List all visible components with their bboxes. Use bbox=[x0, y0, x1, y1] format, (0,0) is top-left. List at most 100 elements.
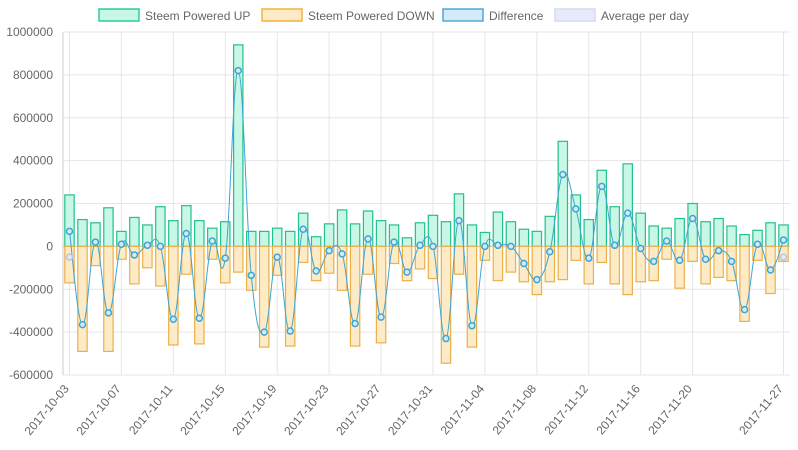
difference-point bbox=[234, 66, 243, 75]
difference-point bbox=[714, 246, 723, 255]
difference-point bbox=[675, 256, 684, 265]
difference-point bbox=[572, 205, 580, 213]
difference-point bbox=[195, 314, 204, 322]
bar-down bbox=[687, 245, 698, 262]
points bbox=[65, 66, 788, 343]
difference-point bbox=[623, 209, 632, 217]
bar-down bbox=[466, 245, 478, 348]
legend-swatch bbox=[261, 8, 303, 22]
bar-down bbox=[414, 245, 426, 270]
bar-up bbox=[103, 207, 114, 247]
difference-point bbox=[507, 242, 515, 251]
difference-point bbox=[208, 237, 217, 245]
difference-point bbox=[221, 254, 230, 262]
bar-down bbox=[583, 245, 595, 285]
difference-point bbox=[636, 244, 645, 253]
bar-up bbox=[181, 205, 192, 247]
bar-down bbox=[207, 245, 218, 260]
average-point bbox=[779, 253, 788, 261]
legend-item-2[interactable]: Difference bbox=[442, 8, 544, 23]
legend-item-1[interactable]: Steem Powered DOWN bbox=[261, 8, 435, 23]
difference-point bbox=[78, 320, 87, 329]
difference-point bbox=[65, 227, 74, 236]
x-tick-label: 2017-10-27 bbox=[333, 382, 383, 438]
bar-down bbox=[168, 245, 179, 346]
difference-point bbox=[753, 240, 762, 248]
difference-point bbox=[403, 268, 411, 276]
bar-down bbox=[570, 245, 582, 261]
bar-down bbox=[142, 245, 153, 269]
bar-down bbox=[739, 245, 750, 323]
difference-point bbox=[299, 225, 307, 233]
x-tick-label: 2017-10-11 bbox=[126, 382, 176, 438]
bar-up bbox=[531, 230, 543, 247]
bar-up bbox=[765, 222, 776, 247]
difference-point bbox=[442, 334, 450, 343]
difference-point bbox=[701, 255, 710, 263]
average-point bbox=[65, 253, 74, 261]
bar-up bbox=[518, 228, 530, 247]
bar-down bbox=[297, 245, 309, 264]
y-tick-label: 200000 bbox=[13, 197, 53, 211]
bar-up bbox=[674, 217, 685, 247]
bar-down bbox=[674, 245, 685, 289]
bar-down bbox=[388, 245, 400, 265]
x-tick-label: 2017-11-08 bbox=[490, 382, 540, 438]
bar-up bbox=[713, 217, 724, 247]
legend-item-0[interactable]: Steem Powered UP bbox=[98, 8, 250, 23]
difference-point bbox=[740, 305, 749, 314]
bar-up bbox=[466, 224, 478, 247]
x-tick-label: 2017-11-16 bbox=[593, 382, 643, 438]
bar-down bbox=[271, 245, 283, 276]
y-tick-label: -200000 bbox=[9, 282, 53, 296]
bar-up bbox=[258, 230, 270, 247]
difference-point bbox=[247, 271, 255, 280]
x-axis: 2017-10-03 2017-10-07 2017-10-11 2017-10-15… bbox=[22, 382, 786, 438]
y-tick-label: 1000000 bbox=[6, 25, 53, 39]
bar-up bbox=[648, 225, 659, 247]
bar-up bbox=[635, 212, 646, 247]
x-tick-label: 2017-11-27 bbox=[736, 382, 786, 438]
legend-item-3[interactable]: Average per day bbox=[554, 8, 689, 23]
difference-point bbox=[533, 275, 541, 284]
difference-point bbox=[429, 242, 437, 251]
bar-down bbox=[245, 245, 257, 291]
x-tick-label: 2017-10-31 bbox=[385, 382, 435, 438]
difference-point bbox=[610, 241, 619, 250]
legend[interactable]: Steem Powered UP Steem Powered DOWN Differ… bbox=[98, 8, 689, 23]
difference-point bbox=[117, 240, 126, 248]
x-tick-label: 2017-10-03 bbox=[22, 382, 72, 438]
difference-point bbox=[649, 257, 658, 266]
bar-down bbox=[544, 245, 556, 283]
x-tick-label: 2017-11-12 bbox=[541, 382, 591, 438]
y-tick-label: -600000 bbox=[9, 368, 53, 382]
difference-point bbox=[182, 229, 191, 238]
bar-down bbox=[700, 245, 711, 285]
bar-down bbox=[349, 245, 361, 347]
legend-swatch bbox=[98, 8, 140, 22]
difference-point bbox=[481, 242, 489, 251]
difference-point bbox=[286, 327, 294, 335]
bar-down bbox=[194, 245, 205, 345]
difference-point bbox=[559, 170, 567, 179]
bar-up bbox=[220, 221, 231, 247]
x-tick-label: 2017-10-07 bbox=[74, 382, 124, 438]
difference-point bbox=[325, 246, 333, 255]
legend-label: Difference bbox=[489, 9, 544, 23]
bar-up bbox=[492, 211, 504, 247]
y-tick-label: 600000 bbox=[13, 111, 53, 125]
difference-point bbox=[169, 315, 178, 324]
difference-point bbox=[416, 241, 424, 250]
x-tick-label: 2017-11-20 bbox=[645, 382, 695, 438]
legend-swatch bbox=[554, 8, 596, 22]
difference-point bbox=[260, 328, 268, 336]
bar-down bbox=[492, 245, 504, 282]
bar-down bbox=[90, 245, 101, 267]
bar-down bbox=[596, 245, 608, 264]
bar-down bbox=[181, 245, 192, 275]
bar-down bbox=[64, 245, 75, 284]
bar-up bbox=[557, 140, 569, 247]
bar-up bbox=[310, 236, 322, 247]
difference-point bbox=[546, 247, 554, 256]
bar-down bbox=[129, 245, 140, 285]
